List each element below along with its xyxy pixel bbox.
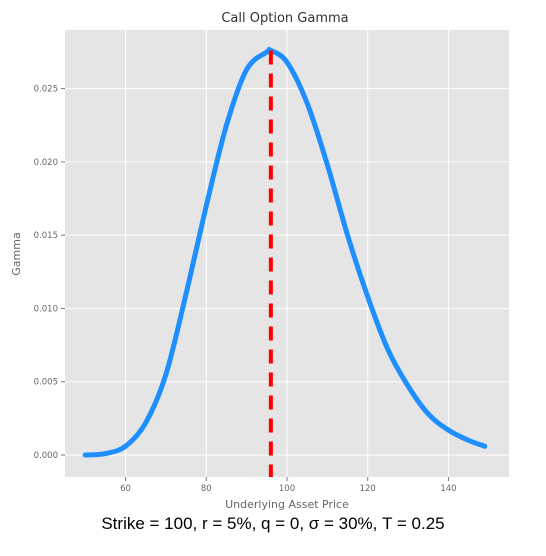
axis-ticks: 60 80 100 120 140 0.000 0.005 0.010 0.015 0.020 0.… <box>34 85 457 494</box>
y-tick-label: 0.010 <box>34 304 58 314</box>
y-axis-label: Gamma <box>10 232 23 275</box>
x-tick-label: 140 <box>440 484 456 494</box>
y-tick-label: 0.005 <box>34 378 58 388</box>
chart-title: Call Option Gamma <box>221 11 348 26</box>
grid-lines <box>65 30 509 477</box>
data-layer <box>82 46 488 477</box>
x-tick-label: 120 <box>360 484 376 494</box>
y-tick-label: 0.025 <box>34 85 58 95</box>
x-axis-label: Underlying Asset Price <box>225 498 349 511</box>
y-tick-label: 0.015 <box>34 231 58 241</box>
parameters-caption: Strike = 100, r = 5%, q = 0, σ = 30%, T … <box>101 514 445 533</box>
x-tick-label: 60 <box>120 484 131 494</box>
y-tick-label: 0.000 <box>34 451 58 461</box>
y-tick-label: 0.020 <box>34 158 58 168</box>
gamma-curve <box>82 46 488 458</box>
x-tick-label: 80 <box>201 484 212 494</box>
x-tick-label: 100 <box>279 484 295 494</box>
